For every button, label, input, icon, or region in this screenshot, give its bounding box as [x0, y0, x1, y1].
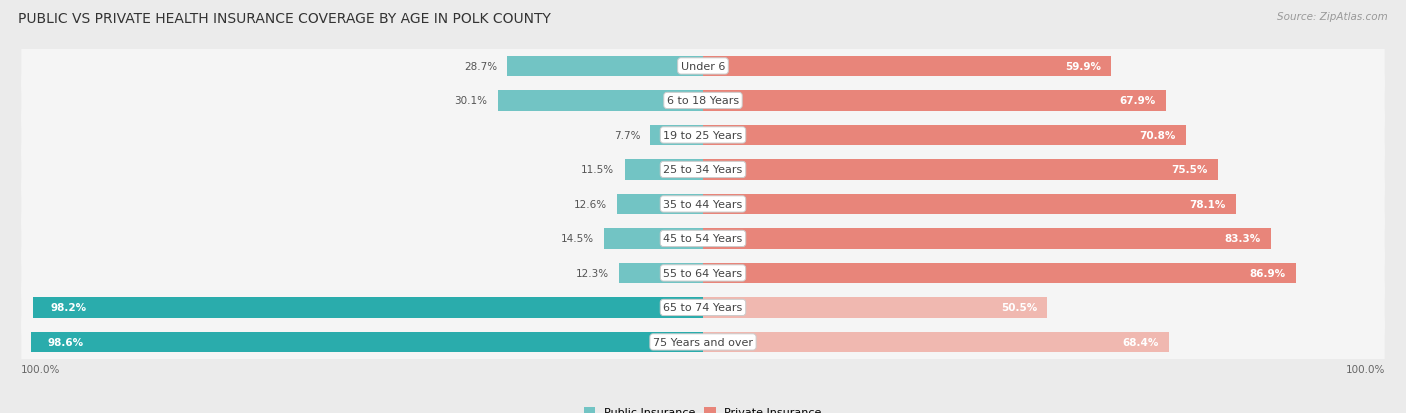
Bar — [703, 228, 1271, 249]
Text: PUBLIC VS PRIVATE HEALTH INSURANCE COVERAGE BY AGE IN POLK COUNTY: PUBLIC VS PRIVATE HEALTH INSURANCE COVER… — [18, 12, 551, 26]
FancyBboxPatch shape — [21, 104, 1385, 168]
Text: 70.8%: 70.8% — [1139, 131, 1175, 140]
FancyBboxPatch shape — [21, 207, 1385, 271]
Bar — [703, 194, 1236, 215]
Bar — [605, 228, 703, 249]
Text: 67.9%: 67.9% — [1119, 96, 1156, 106]
Bar — [498, 91, 703, 112]
FancyBboxPatch shape — [21, 242, 1385, 305]
Bar — [703, 263, 1295, 284]
Bar — [651, 125, 703, 146]
Text: 78.1%: 78.1% — [1189, 199, 1226, 209]
Text: 50.5%: 50.5% — [1001, 303, 1038, 313]
Text: 14.5%: 14.5% — [561, 234, 593, 244]
FancyBboxPatch shape — [21, 311, 1385, 374]
FancyBboxPatch shape — [21, 241, 1385, 305]
Bar — [31, 332, 703, 352]
Bar — [624, 160, 703, 180]
Text: 35 to 44 Years: 35 to 44 Years — [664, 199, 742, 209]
Text: 75 Years and over: 75 Years and over — [652, 337, 754, 347]
Bar — [703, 125, 1185, 146]
Bar — [703, 332, 1170, 352]
FancyBboxPatch shape — [21, 173, 1385, 236]
Bar — [619, 263, 703, 284]
Text: Source: ZipAtlas.com: Source: ZipAtlas.com — [1277, 12, 1388, 22]
FancyBboxPatch shape — [21, 138, 1385, 202]
FancyBboxPatch shape — [21, 69, 1385, 133]
Legend: Public Insurance, Private Insurance: Public Insurance, Private Insurance — [579, 403, 827, 413]
Bar — [703, 160, 1218, 180]
Bar — [34, 297, 703, 318]
Text: 30.1%: 30.1% — [454, 96, 488, 106]
Text: 98.6%: 98.6% — [48, 337, 84, 347]
FancyBboxPatch shape — [21, 138, 1385, 202]
FancyBboxPatch shape — [21, 207, 1385, 271]
FancyBboxPatch shape — [21, 310, 1385, 374]
Bar — [703, 297, 1047, 318]
Bar — [508, 57, 703, 77]
Text: 65 to 74 Years: 65 to 74 Years — [664, 303, 742, 313]
Text: Under 6: Under 6 — [681, 62, 725, 72]
Text: 12.3%: 12.3% — [576, 268, 609, 278]
FancyBboxPatch shape — [21, 276, 1385, 339]
Text: 28.7%: 28.7% — [464, 62, 498, 72]
FancyBboxPatch shape — [21, 276, 1385, 339]
Text: 86.9%: 86.9% — [1249, 268, 1285, 278]
Text: 59.9%: 59.9% — [1066, 62, 1101, 72]
FancyBboxPatch shape — [21, 35, 1385, 98]
Bar — [703, 57, 1112, 77]
FancyBboxPatch shape — [21, 35, 1385, 99]
Text: 100.0%: 100.0% — [21, 365, 60, 375]
Text: 55 to 64 Years: 55 to 64 Years — [664, 268, 742, 278]
Text: 100.0%: 100.0% — [1346, 365, 1385, 375]
Text: 68.4%: 68.4% — [1123, 337, 1159, 347]
Text: 6 to 18 Years: 6 to 18 Years — [666, 96, 740, 106]
Text: 45 to 54 Years: 45 to 54 Years — [664, 234, 742, 244]
Text: 12.6%: 12.6% — [574, 199, 607, 209]
FancyBboxPatch shape — [21, 69, 1385, 133]
Text: 25 to 34 Years: 25 to 34 Years — [664, 165, 742, 175]
Text: 11.5%: 11.5% — [581, 165, 614, 175]
Text: 7.7%: 7.7% — [614, 131, 640, 140]
Bar — [703, 91, 1166, 112]
FancyBboxPatch shape — [21, 173, 1385, 236]
Text: 75.5%: 75.5% — [1171, 165, 1208, 175]
FancyBboxPatch shape — [21, 104, 1385, 167]
Bar — [617, 194, 703, 215]
Text: 19 to 25 Years: 19 to 25 Years — [664, 131, 742, 140]
Text: 98.2%: 98.2% — [51, 303, 87, 313]
Text: 83.3%: 83.3% — [1225, 234, 1261, 244]
